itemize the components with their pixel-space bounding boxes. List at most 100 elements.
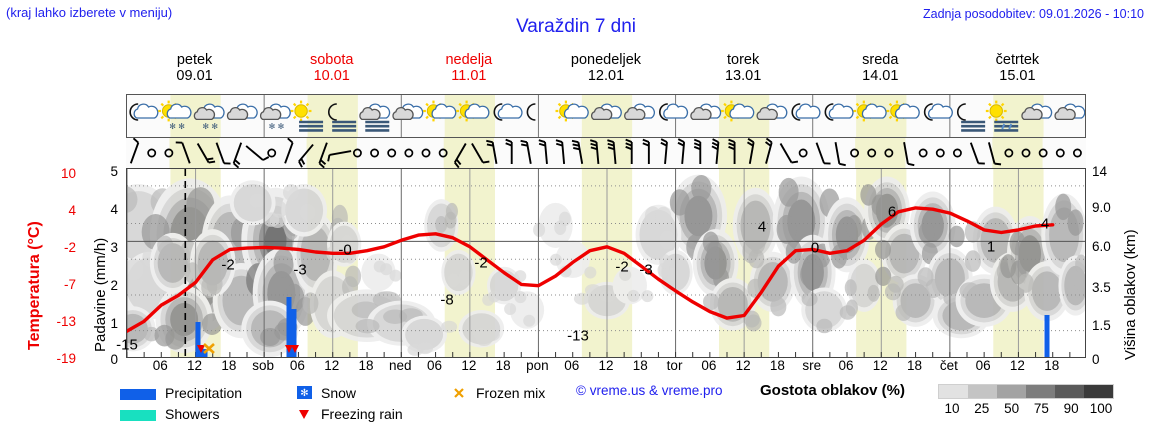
cloud-blob <box>127 258 144 281</box>
sun-ray <box>160 115 165 120</box>
daylight-band <box>718 138 769 168</box>
x-axis-tick-label: 06 <box>289 358 305 373</box>
cloud-blob <box>964 250 981 272</box>
cloud-blob <box>702 231 719 254</box>
cloud-blob <box>748 249 765 269</box>
wind-barb-feather <box>677 141 685 147</box>
cloud-blob <box>925 278 942 299</box>
cloud-blob <box>599 290 616 303</box>
cloud-blob <box>573 292 590 305</box>
wind-barb <box>850 148 860 158</box>
wind-barb <box>711 138 720 165</box>
wind-barb-feather <box>208 160 216 164</box>
freezing-rain-marker <box>197 345 205 353</box>
cloud-blob <box>458 269 471 285</box>
weather-icon-sun-cloud <box>423 100 457 122</box>
moon-icon <box>957 103 966 121</box>
wind-barb-shaft <box>779 142 793 164</box>
cloud-blob <box>770 297 787 317</box>
cloud-tick: 9.0 <box>1092 200 1111 215</box>
wind-barb-shaft <box>181 142 191 164</box>
wind-barb-shaft <box>329 150 352 156</box>
wind-barb-shaft <box>715 141 720 165</box>
sun-ray <box>888 102 893 107</box>
cloud-icon <box>392 106 414 121</box>
cloud-icon <box>795 103 821 119</box>
cloud-blob <box>874 239 891 260</box>
legend-freezing-rain: Freezing rain <box>295 404 403 425</box>
wind-barb-shaft <box>491 142 498 164</box>
wind-barb <box>642 138 650 164</box>
wind-barb <box>625 138 633 164</box>
day-date: 11.01 <box>451 68 487 85</box>
legend: Precipitation Showers ✻ Snow Freezing ra… <box>120 382 1152 431</box>
wind-barb-shaft <box>903 142 909 164</box>
cloud-blob <box>1082 279 1085 297</box>
weather-icon-moon-cloud <box>129 103 159 121</box>
cloud-blob <box>302 292 319 314</box>
cloud-blob <box>1067 209 1084 236</box>
cloud-blob <box>846 215 863 240</box>
cloud-blob <box>816 318 833 334</box>
cloud-blob <box>776 214 797 244</box>
weather-icon-cloud <box>756 103 788 121</box>
cloud-blob <box>887 275 904 293</box>
wind-barb-feather <box>765 138 773 144</box>
legend-label: Precipitation <box>165 385 243 401</box>
cloud-blob <box>1017 273 1034 293</box>
cloud-blob <box>345 265 362 288</box>
wind-barb <box>245 145 270 161</box>
wind-barb-feather <box>625 138 633 143</box>
weather-icon-moon-cloud <box>493 103 523 121</box>
wind-barb <box>1072 148 1082 158</box>
calm-wind-circle <box>352 148 362 158</box>
cloud-blob <box>584 266 597 279</box>
x-axis-tick-label: sob <box>252 358 275 373</box>
calm-wind-circle <box>1072 148 1082 158</box>
calm-wind-circle <box>147 148 157 158</box>
wind-barb <box>164 148 174 158</box>
wind-barb <box>175 141 191 164</box>
day-date: 12.01 <box>587 68 625 85</box>
cloud-blob <box>845 299 858 317</box>
cloud-tick: 14 <box>1092 164 1108 179</box>
cloud-density-colorbar <box>938 384 1114 399</box>
temp-tick: 10 <box>60 166 76 181</box>
day-date: 13.01 <box>724 68 762 85</box>
frozen-mix-marker <box>203 343 215 354</box>
wind-barb <box>987 142 1002 166</box>
wind-barb-feather <box>572 143 580 147</box>
wind-barb-feather <box>693 145 701 151</box>
cloud-blob <box>641 290 654 303</box>
wind-barb <box>298 143 314 168</box>
wind-barb-feather <box>660 138 668 143</box>
cloud-blob <box>514 270 527 283</box>
wind-barb <box>764 138 773 164</box>
cloud-blob <box>361 253 396 292</box>
wind-barb-feather <box>538 139 546 143</box>
weather-icon-cloud <box>690 103 722 121</box>
wind-barb <box>318 142 328 168</box>
legend-label: Showers <box>165 406 220 422</box>
wind-barb-feather <box>660 141 668 147</box>
x-axis-tick-label: 12 <box>735 358 751 373</box>
cloud-height-axis-title: Višina oblakov (km) <box>1122 229 1139 360</box>
cloud-density-tick: 10 <box>944 401 960 416</box>
weather-icon-sun-cloud-snow: ✻ ✻ <box>158 100 192 131</box>
weather-icon-moon-cloud <box>659 103 689 121</box>
cloud-blob <box>659 230 676 250</box>
cloud-blob <box>918 221 935 244</box>
cloud-blob <box>435 216 448 233</box>
wind-barb <box>779 142 799 164</box>
temperature-annotation: 0 <box>810 239 820 257</box>
freezing-rain-icon <box>295 405 313 426</box>
cloud-blob <box>750 201 767 226</box>
cloud-tick: 3.5 <box>1092 280 1111 295</box>
cloud-icon <box>828 103 854 119</box>
copyright-link[interactable]: © vreme.us & vreme.pro <box>576 383 723 398</box>
wind-barb-feather <box>455 158 462 166</box>
temperature-annotation: -2 <box>474 254 488 272</box>
wind-barb-feather <box>907 162 915 167</box>
cloud-icon <box>590 106 613 121</box>
sun-ray <box>458 115 462 120</box>
